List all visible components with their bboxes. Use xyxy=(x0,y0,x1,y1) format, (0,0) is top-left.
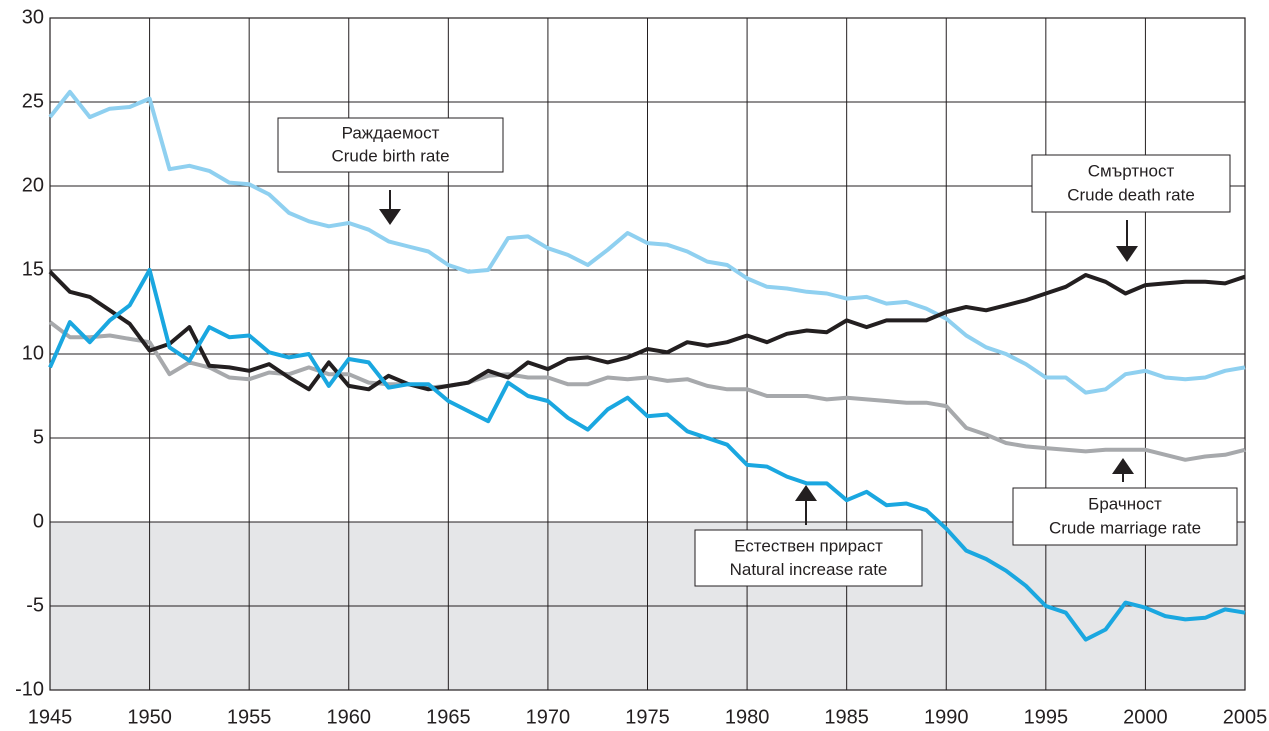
annotation-box xyxy=(1012,487,1238,546)
y-tick-label: -10 xyxy=(15,678,44,700)
series-line xyxy=(48,270,1246,392)
annotation-label: Natural increase rate xyxy=(730,560,888,579)
annotation-box xyxy=(694,529,923,587)
x-tick-label: 1955 xyxy=(227,706,272,728)
annotation-label: Crude marriage rate xyxy=(1049,519,1201,538)
y-tick-label: 0 xyxy=(33,510,44,532)
y-tick-label: 25 xyxy=(22,90,44,112)
annotation-box xyxy=(277,117,504,173)
annotation-arrowhead xyxy=(1116,246,1138,262)
x-tick-label: 1950 xyxy=(127,706,172,728)
y-tick-label: 5 xyxy=(33,426,44,448)
annotation-label: Смъртност xyxy=(1088,162,1175,181)
y-tick-label: -5 xyxy=(26,594,44,616)
annotation-arrowhead xyxy=(795,485,817,501)
x-tick-label: 1990 xyxy=(924,706,969,728)
x-tick-label: 1995 xyxy=(1024,706,1069,728)
y-tick-label: 30 xyxy=(22,6,44,28)
x-tick-label: 1970 xyxy=(526,706,571,728)
x-tick-label: 1945 xyxy=(28,706,73,728)
series-line xyxy=(48,320,1246,462)
x-tick-label: 1965 xyxy=(426,706,471,728)
annotation-label: Брачност xyxy=(1088,495,1162,514)
annotation-label: Естествен прираст xyxy=(734,536,883,555)
y-tick-label: 10 xyxy=(22,342,44,364)
annotation-box xyxy=(1031,154,1231,213)
series-line xyxy=(48,268,1246,642)
series-line xyxy=(48,89,1246,395)
plot-frame xyxy=(49,17,1246,691)
x-tick-label: 1985 xyxy=(824,706,869,728)
x-tick-label: 1980 xyxy=(725,706,770,728)
annotation-label: Раждаемост xyxy=(342,124,440,143)
y-tick-label: 20 xyxy=(22,174,44,196)
x-tick-label: 2000 xyxy=(1123,706,1168,728)
annotation-arrowhead xyxy=(1112,458,1134,474)
annotation-arrowhead xyxy=(379,209,401,225)
x-tick-label: 1960 xyxy=(327,706,372,728)
x-tick-label: 2005 xyxy=(1223,706,1268,728)
annotation-label: Crude death rate xyxy=(1067,186,1195,205)
annotation-label: Crude birth rate xyxy=(331,146,449,165)
y-tick-label: 15 xyxy=(22,258,44,280)
x-tick-label: 1975 xyxy=(625,706,670,728)
